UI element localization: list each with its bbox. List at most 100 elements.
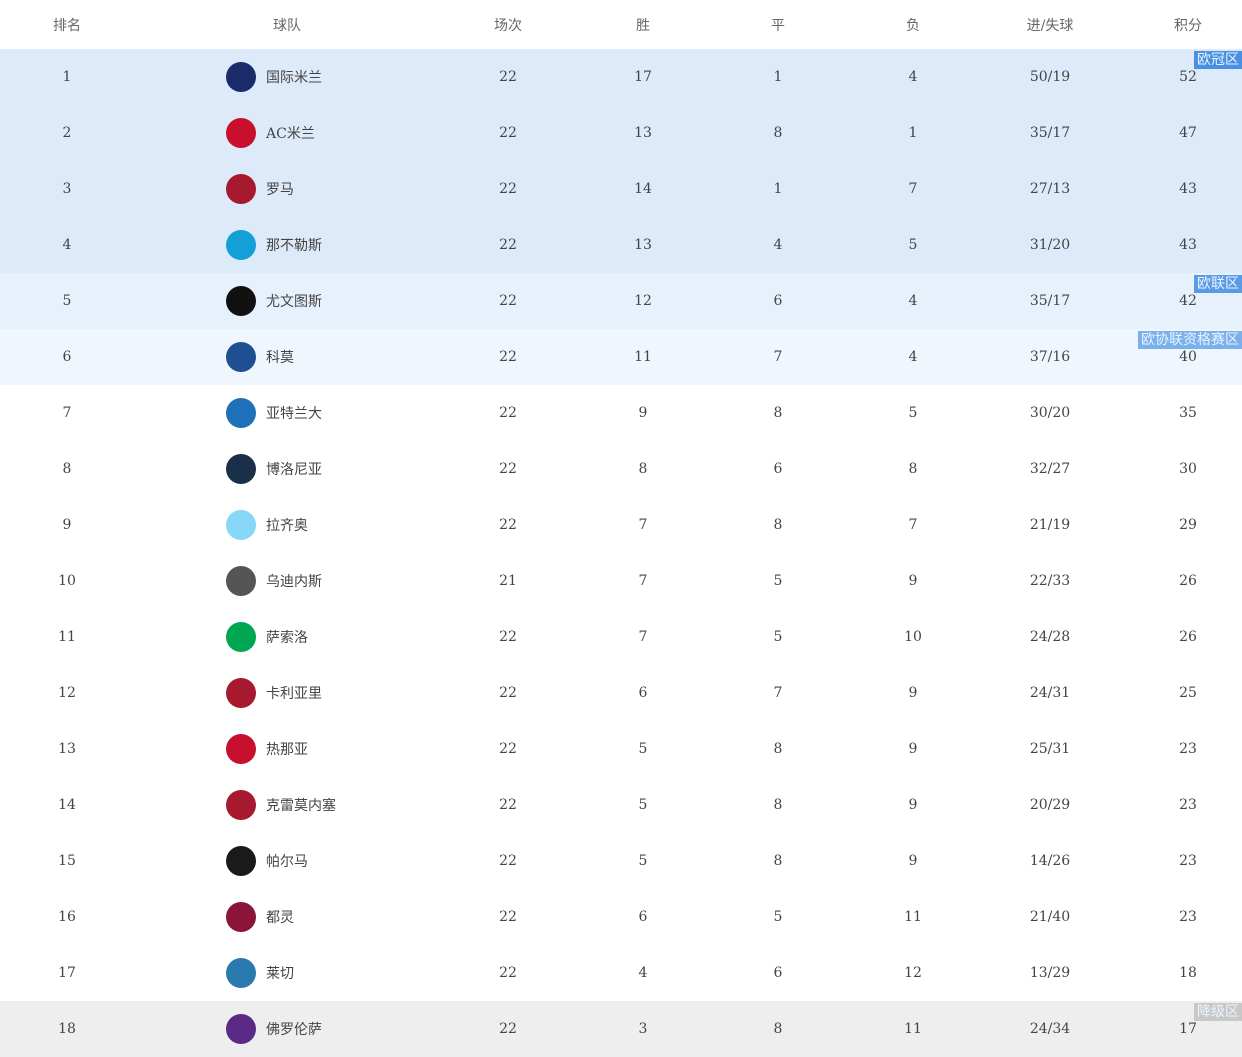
col-wins: 13: [634, 237, 652, 253]
col-wins: 4: [638, 965, 648, 981]
table-row[interactable]: 4 那不勒斯 22 13 4 5 31/20 43: [0, 217, 1242, 273]
table-row[interactable]: 16 都灵 22 6 5 11 21/40 23: [0, 889, 1242, 945]
col-losses: 7: [908, 181, 918, 197]
team-badge-icon: [226, 1014, 256, 1044]
header-col-points[interactable]: 积分: [1174, 17, 1202, 34]
col-played: 22: [499, 1021, 517, 1037]
team-cell[interactable]: 博洛尼亚: [226, 454, 322, 484]
header-col-goals[interactable]: 进/失球: [1026, 17, 1074, 34]
col-goals: 14/26: [1029, 853, 1071, 869]
team-cell[interactable]: 帕尔马: [226, 846, 308, 876]
col-rank: 13: [58, 741, 76, 757]
table-row[interactable]: 8 博洛尼亚 22 8 6 8 32/27 30: [0, 441, 1242, 497]
col-wins: 13: [634, 125, 652, 141]
col-draws: 6: [773, 965, 783, 981]
col-losses: 11: [904, 909, 922, 925]
table-row[interactable]: 12 卡利亚里 22 6 7 9 24/31 25: [0, 665, 1242, 721]
header-col-team[interactable]: 球队: [273, 17, 301, 34]
team-cell[interactable]: 热那亚: [226, 734, 308, 764]
col-rank: 14: [58, 797, 76, 813]
table-row[interactable]: 15 帕尔马 22 5 8 9 14/26 23: [0, 833, 1242, 889]
team-cell[interactable]: 乌迪内斯: [226, 566, 322, 596]
col-draws: 7: [773, 685, 783, 701]
team-cell[interactable]: AC米兰: [226, 118, 315, 148]
col-goals: 24/34: [1029, 1021, 1071, 1037]
col-rank: 10: [58, 573, 76, 589]
col-wins: 7: [638, 629, 648, 645]
col-draws: 8: [773, 853, 783, 869]
team-cell[interactable]: 那不勒斯: [226, 230, 322, 260]
col-losses: 10: [904, 629, 922, 645]
team-name: 帕尔马: [266, 854, 308, 870]
col-points: 40: [1179, 349, 1197, 365]
col-draws: 5: [773, 629, 783, 645]
header-col-losses[interactable]: 负: [906, 17, 920, 34]
team-cell[interactable]: 尤文图斯: [226, 286, 322, 316]
table-row[interactable]: 17 莱切 22 4 6 12 13/29 18: [0, 945, 1242, 1001]
table-row[interactable]: 3 罗马 22 14 1 7 27/13 43: [0, 161, 1242, 217]
table-row[interactable]: 10 乌迪内斯 21 7 5 9 22/33 26: [0, 553, 1242, 609]
header-col-wins[interactable]: 胜: [636, 17, 650, 34]
col-rank: 11: [58, 629, 76, 645]
col-played: 22: [499, 517, 517, 533]
table-row[interactable]: 2 AC米兰 22 13 8 1 35/17 47: [0, 105, 1242, 161]
col-played: 22: [499, 349, 517, 365]
team-cell[interactable]: 莱切: [226, 958, 294, 988]
col-played: 22: [499, 181, 517, 197]
table-row[interactable]: 6 科莫 22 11 7 4 37/16 40 欧协联资格赛区: [0, 329, 1242, 385]
team-name: 热那亚: [266, 742, 308, 758]
team-name: 乌迪内斯: [266, 574, 322, 590]
team-cell[interactable]: 科莫: [226, 342, 294, 372]
col-wins: 14: [634, 181, 652, 197]
col-draws: 1: [773, 181, 783, 197]
header-col-played[interactable]: 场次: [494, 17, 522, 34]
team-cell[interactable]: 萨索洛: [226, 622, 308, 652]
col-draws: 5: [773, 909, 783, 925]
header-col-draws[interactable]: 平: [771, 17, 785, 34]
col-losses: 4: [908, 293, 918, 309]
col-played: 22: [499, 405, 517, 421]
col-losses: 7: [908, 517, 918, 533]
table-header: 排名 球队 场次 胜 平 负 进/失球 积分: [0, 0, 1242, 49]
table-row[interactable]: 14 克雷莫内塞 22 5 8 9 20/29 23: [0, 777, 1242, 833]
team-badge-icon: [226, 622, 256, 652]
team-cell[interactable]: 亚特兰大: [226, 398, 322, 428]
col-losses: 11: [904, 1021, 922, 1037]
team-cell[interactable]: 卡利亚里: [226, 678, 322, 708]
team-badge-icon: [226, 398, 256, 428]
team-cell[interactable]: 都灵: [226, 902, 294, 932]
col-draws: 8: [773, 405, 783, 421]
col-points: 52: [1179, 69, 1197, 85]
table-row[interactable]: 5 尤文图斯 22 12 6 4 35/17 42 欧联区: [0, 273, 1242, 329]
team-cell[interactable]: 克雷莫内塞: [226, 790, 336, 820]
col-rank: 12: [58, 685, 76, 701]
table-row[interactable]: 11 萨索洛 22 7 5 10 24/28 26: [0, 609, 1242, 665]
col-draws: 8: [773, 125, 783, 141]
col-draws: 4: [773, 237, 783, 253]
table-row[interactable]: 13 热那亚 22 5 8 9 25/31 23: [0, 721, 1242, 777]
col-points: 18: [1179, 965, 1197, 981]
team-badge-icon: [226, 790, 256, 820]
team-name: 拉齐奥: [266, 518, 308, 534]
col-draws: 1: [773, 69, 783, 85]
header-col-rank[interactable]: 排名: [53, 17, 81, 34]
col-draws: 6: [773, 293, 783, 309]
col-played: 22: [499, 237, 517, 253]
col-draws: 6: [773, 461, 783, 477]
col-points: 42: [1179, 293, 1197, 309]
team-cell[interactable]: 国际米兰: [226, 62, 322, 92]
team-cell[interactable]: 佛罗伦萨: [226, 1014, 322, 1044]
table-row[interactable]: 9 拉齐奥 22 7 8 7 21/19 29: [0, 497, 1242, 553]
table-row[interactable]: 7 亚特兰大 22 9 8 5 30/20 35: [0, 385, 1242, 441]
table-row[interactable]: 18 佛罗伦萨 22 3 8 11 24/34 17 降级区: [0, 1001, 1242, 1057]
col-losses: 5: [908, 237, 918, 253]
table-row[interactable]: 1 国际米兰 22 17 1 4 50/19 52 欧冠区: [0, 49, 1242, 105]
team-cell[interactable]: 罗马: [226, 174, 294, 204]
team-badge-icon: [226, 566, 256, 596]
team-badge-icon: [226, 286, 256, 316]
team-name: AC米兰: [266, 126, 315, 142]
col-points: 25: [1179, 685, 1197, 701]
team-cell[interactable]: 拉齐奥: [226, 510, 308, 540]
col-wins: 3: [638, 1021, 648, 1037]
col-draws: 5: [773, 573, 783, 589]
